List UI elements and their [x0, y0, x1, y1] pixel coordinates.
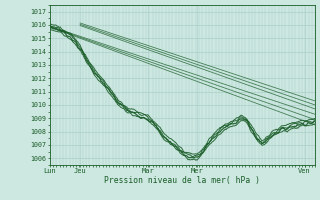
X-axis label: Pression niveau de la mer( hPa ): Pression niveau de la mer( hPa ): [104, 176, 260, 185]
